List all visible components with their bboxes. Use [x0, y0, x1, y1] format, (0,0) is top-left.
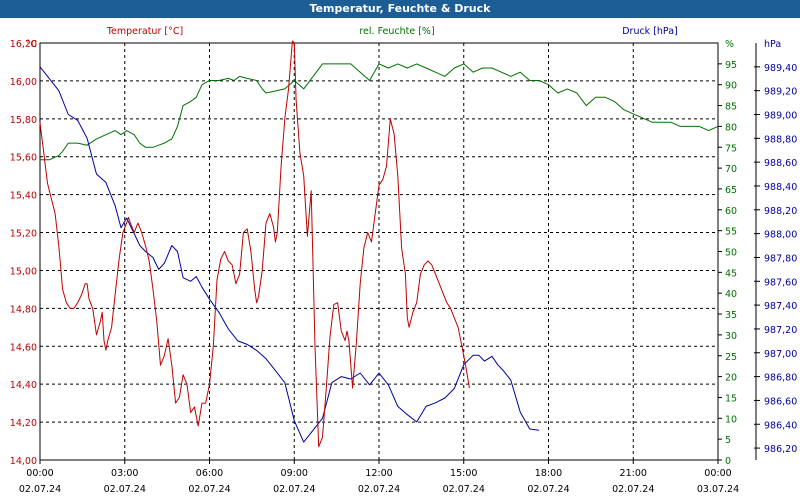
- left-axis-tick-label: 15,40: [10, 191, 37, 202]
- x-tick-label-time: 09:00: [281, 468, 308, 479]
- x-tick-label-time: 00:00: [26, 468, 53, 479]
- x-tick-label-time: 00:00: [704, 468, 731, 479]
- legend-temperature: Temperatur [°C]: [106, 26, 183, 37]
- chart-title: Temperatur, Feuchte & Druck: [0, 0, 800, 18]
- x-tick-label-time: 21:00: [620, 468, 647, 479]
- right-axis-humidity-tick-label: 25: [725, 352, 737, 363]
- right-axis-humidity-tick-label: 55: [725, 227, 737, 238]
- x-tick-label-date: 02.07.24: [443, 484, 485, 495]
- right-axis-humidity-tick-label: 75: [725, 143, 737, 154]
- right-axis-pressure-tick-label: 989,00: [764, 110, 797, 121]
- right-axis-pressure-tick-label: 986,60: [764, 396, 797, 407]
- left-axis-tick-label: 14,60: [10, 342, 37, 353]
- left-axis-tick-label: 14,20: [10, 418, 37, 429]
- right-axis-pressure-tick-label: 988,00: [764, 230, 797, 241]
- x-tick-label-date: 02.07.24: [358, 484, 400, 495]
- right-axis-humidity-tick-label: 45: [725, 268, 737, 279]
- right-axis-humidity-tick-label: 5: [725, 435, 731, 446]
- right-axis-humidity-tick-label: 10: [725, 414, 737, 425]
- x-tick-label-date: 02.07.24: [19, 484, 61, 495]
- legend-pressure: Druck [hPa]: [622, 26, 678, 37]
- right-axis-humidity-tick-label: 0: [725, 456, 731, 467]
- x-tick-label-date: 02.07.24: [104, 484, 146, 495]
- right-axis-humidity-unit: %: [725, 39, 734, 50]
- x-tick-label-time: 03:00: [111, 468, 138, 479]
- left-axis-tick-label: 14,00: [10, 456, 37, 467]
- right-axis-pressure-tick-label: 988,20: [764, 206, 797, 217]
- left-axis-tick-label: 14,80: [10, 304, 37, 315]
- right-axis-pressure-tick-label: 986,80: [764, 373, 797, 384]
- left-axis-tick-label: 16,00: [10, 77, 37, 88]
- legend-humidity: rel. Feuchte [%]: [359, 26, 434, 37]
- x-tick-label-date: 02.07.24: [612, 484, 654, 495]
- right-axis-humidity-tick-label: 85: [725, 102, 737, 113]
- right-axis-pressure-tick-label: 987,00: [764, 349, 797, 360]
- left-axis-tick-label: 14,40: [10, 380, 37, 391]
- series-line-humidity: [40, 63, 719, 161]
- right-axis-pressure-tick-label: 987,80: [764, 253, 797, 264]
- right-axis-pressure-tick-label: 989,20: [764, 87, 797, 98]
- x-tick-label-time: 12:00: [365, 468, 392, 479]
- series-line-pressure: [39, 66, 540, 443]
- right-axis-pressure-tick-label: 986,40: [764, 420, 797, 431]
- left-axis-tick-label: 16,20: [10, 39, 37, 50]
- right-axis-pressure-tick-label: 988,60: [764, 158, 797, 169]
- right-axis-humidity-tick-label: 20: [725, 373, 737, 384]
- right-axis-humidity-tick-label: 50: [725, 248, 737, 259]
- right-axis-humidity-tick-label: 95: [725, 60, 737, 71]
- right-axis-humidity-tick-label: 60: [725, 206, 737, 217]
- x-tick-label-date: 02.07.24: [527, 484, 569, 495]
- x-tick-label-date: 02.07.24: [273, 484, 315, 495]
- right-axis-humidity-tick-label: 15: [725, 393, 737, 404]
- series-line-temperature: [39, 40, 470, 448]
- right-axis-humidity-tick-label: 65: [725, 185, 737, 196]
- right-axis-humidity-tick-label: 30: [725, 331, 737, 342]
- left-axis-tick-label: 15,60: [10, 153, 37, 164]
- left-axis-tick-label: 15,80: [10, 115, 37, 126]
- x-tick-label-date: 02.07.24: [188, 484, 230, 495]
- right-axis-pressure-tick-label: 989,40: [764, 63, 797, 74]
- left-axis-tick-label: 15,00: [10, 266, 37, 277]
- right-axis-humidity-tick-label: 70: [725, 164, 737, 175]
- right-axis-pressure-tick-label: 987,40: [764, 301, 797, 312]
- x-tick-label-time: 18:00: [535, 468, 562, 479]
- right-axis-pressure-tick-label: 988,40: [764, 182, 797, 193]
- right-axis-pressure-unit: hPa: [764, 39, 781, 50]
- right-axis-pressure-tick-label: 987,60: [764, 277, 797, 288]
- right-axis-humidity-tick-label: 90: [725, 81, 737, 92]
- x-tick-label-time: 06:00: [196, 468, 223, 479]
- right-axis-pressure-tick-label: 987,20: [764, 325, 797, 336]
- right-axis-humidity-tick-label: 80: [725, 122, 737, 133]
- right-axis-pressure-tick-label: 988,80: [764, 134, 797, 145]
- x-tick-label-time: 15:00: [450, 468, 477, 479]
- right-axis-humidity-tick-label: 40: [725, 289, 737, 300]
- x-tick-label-date: 03.07.24: [697, 484, 739, 495]
- right-axis-pressure-tick-label: 986,20: [764, 444, 797, 455]
- left-axis-tick-label: 15,20: [10, 229, 37, 240]
- right-axis-humidity-tick-label: 35: [725, 310, 737, 321]
- left-axis-unit: °C: [26, 39, 38, 50]
